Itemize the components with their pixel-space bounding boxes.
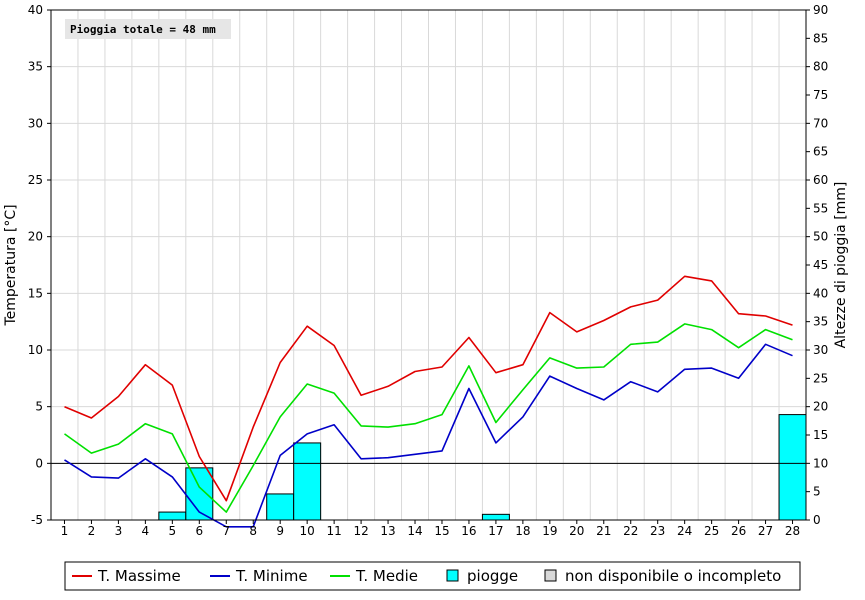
right-tick-label: 85 bbox=[813, 31, 828, 45]
right-tick-label: 80 bbox=[813, 60, 828, 74]
x-tick-label: 6 bbox=[195, 524, 203, 538]
x-tick-label: 1 bbox=[61, 524, 69, 538]
x-tick-label: 13 bbox=[380, 524, 395, 538]
left-axis: -5 0 5 10 15 20 25 30 35 40 bbox=[28, 3, 51, 527]
x-tick-label: 20 bbox=[569, 524, 584, 538]
right-tick-label: 15 bbox=[813, 428, 828, 442]
right-tick-label: 70 bbox=[813, 116, 828, 130]
x-tick-label: 3 bbox=[115, 524, 123, 538]
right-tick-label: 55 bbox=[813, 201, 828, 215]
left-tick-label: 25 bbox=[28, 173, 43, 187]
rain-bar bbox=[779, 415, 806, 520]
x-tick-label: 23 bbox=[650, 524, 665, 538]
x-tick-label: 18 bbox=[515, 524, 530, 538]
left-tick-label: 0 bbox=[35, 456, 43, 470]
right-tick-label: 0 bbox=[813, 513, 821, 527]
legend: T. Massime T. Minime T. Medie piogge non dis… bbox=[65, 562, 800, 590]
x-tick-label: 14 bbox=[407, 524, 422, 538]
rain-bar bbox=[482, 514, 509, 520]
rain-bar bbox=[159, 512, 186, 520]
x-axis: 1 2 3 4 5 6 7 8 9 10 11 12 13 14 15 16 17 18 19 20 21 22 23 24 2… bbox=[61, 520, 800, 538]
x-tick-label: 28 bbox=[785, 524, 800, 538]
right-tick-label: 10 bbox=[813, 456, 828, 470]
right-tick-label: 30 bbox=[813, 343, 828, 357]
right-tick-label: 65 bbox=[813, 145, 828, 159]
x-tick-label: 25 bbox=[704, 524, 719, 538]
x-tick-label: 17 bbox=[488, 524, 503, 538]
x-tick-label: 21 bbox=[596, 524, 611, 538]
x-tick-label: 12 bbox=[353, 524, 368, 538]
left-tick-label: 20 bbox=[28, 230, 43, 244]
x-tick-label: 27 bbox=[758, 524, 773, 538]
x-tick-label: 11 bbox=[326, 524, 341, 538]
legend-swatch bbox=[447, 570, 458, 581]
total-rain-annotation: Pioggia totale = 48 mm bbox=[70, 23, 216, 36]
x-tick-label: 19 bbox=[542, 524, 557, 538]
left-tick-label: 30 bbox=[28, 116, 43, 130]
right-tick-label: 35 bbox=[813, 315, 828, 329]
right-axis: 0 5 10 15 20 25 30 35 40 45 50 55 60 65 70 75 80 85 90 bbox=[806, 3, 828, 527]
right-tick-label: 90 bbox=[813, 3, 828, 17]
rain-bar bbox=[294, 443, 321, 520]
left-tick-label: 35 bbox=[28, 60, 43, 74]
left-axis-title: Temperatura [°C] bbox=[3, 204, 19, 326]
x-tick-label: 8 bbox=[249, 524, 257, 538]
right-tick-label: 40 bbox=[813, 286, 828, 300]
rain-bar bbox=[267, 494, 294, 520]
x-tick-label: 5 bbox=[169, 524, 177, 538]
left-tick-label: 10 bbox=[28, 343, 43, 357]
left-tick-label: 15 bbox=[28, 286, 43, 300]
x-tick-label: 7 bbox=[222, 524, 230, 538]
x-tick-label: 22 bbox=[623, 524, 638, 538]
x-tick-label: 2 bbox=[88, 524, 96, 538]
x-tick-label: 16 bbox=[461, 524, 476, 538]
right-tick-label: 5 bbox=[813, 485, 821, 499]
right-tick-label: 45 bbox=[813, 258, 828, 272]
legend-label: T. Massime bbox=[97, 567, 181, 585]
legend-label: T. Medie bbox=[355, 567, 418, 585]
x-tick-label: 24 bbox=[677, 524, 692, 538]
x-tick-label: 10 bbox=[300, 524, 315, 538]
x-tick-label: 15 bbox=[434, 524, 449, 538]
left-tick-label: -5 bbox=[31, 513, 43, 527]
right-tick-label: 50 bbox=[813, 230, 828, 244]
legend-label: piogge bbox=[467, 567, 518, 585]
right-tick-label: 25 bbox=[813, 371, 828, 385]
x-tick-label: 26 bbox=[731, 524, 746, 538]
x-tick-label: 9 bbox=[276, 524, 284, 538]
right-tick-label: 75 bbox=[813, 88, 828, 102]
x-tick-label: 4 bbox=[142, 524, 150, 538]
left-tick-label: 5 bbox=[35, 400, 43, 414]
left-tick-label: 40 bbox=[28, 3, 43, 17]
right-tick-label: 20 bbox=[813, 400, 828, 414]
legend-label: T. Minime bbox=[235, 567, 308, 585]
legend-swatch bbox=[545, 570, 556, 581]
right-axis-title: Altezze di pioggia [mm] bbox=[833, 182, 849, 349]
right-tick-label: 60 bbox=[813, 173, 828, 187]
legend-label: non disponibile o incompleto bbox=[565, 567, 781, 585]
